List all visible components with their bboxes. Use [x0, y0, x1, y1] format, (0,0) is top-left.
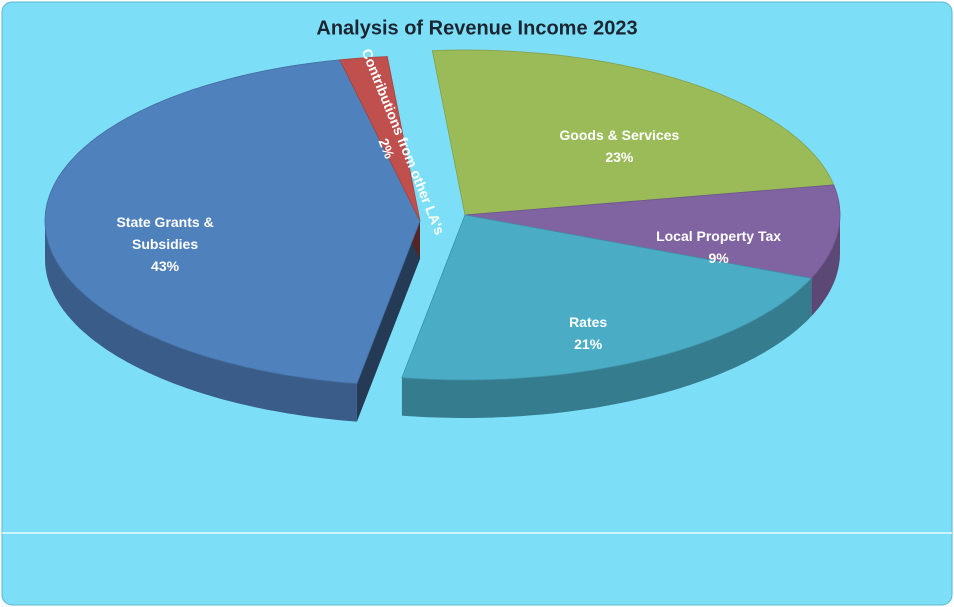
slice-side: [811, 215, 840, 317]
data-label: State Grants & Subsidies 43%: [105, 211, 225, 277]
slice-percent: 23%: [605, 148, 634, 165]
slice-percent: 9%: [708, 249, 729, 266]
slice-name: Rates: [569, 314, 608, 331]
slice-side: [401, 278, 812, 418]
slice-name: State Grants & Subsidies: [116, 213, 214, 252]
slice-tops: [44, 49, 841, 385]
pie-slice: [431, 49, 835, 216]
slice-name: Goods & Services: [559, 126, 680, 143]
slice-percent: 43%: [151, 257, 180, 274]
data-label: Goods & Services 23%: [544, 124, 694, 168]
slice-wall: [356, 221, 420, 422]
chart-title: Analysis of Revenue Income 2023: [316, 17, 637, 39]
data-label: Rates 21%: [513, 311, 663, 355]
slice-sides: [45, 215, 840, 422]
data-label: Local Property Tax 9%: [644, 225, 794, 269]
slice-name: Local Property Tax: [656, 227, 782, 244]
pie-slice: [401, 214, 813, 381]
pie-slice: [339, 56, 421, 222]
pie-slice: [44, 59, 421, 385]
slice-percent: 21%: [574, 336, 603, 353]
pie-slice: [464, 184, 841, 279]
slice-side: [45, 221, 357, 422]
